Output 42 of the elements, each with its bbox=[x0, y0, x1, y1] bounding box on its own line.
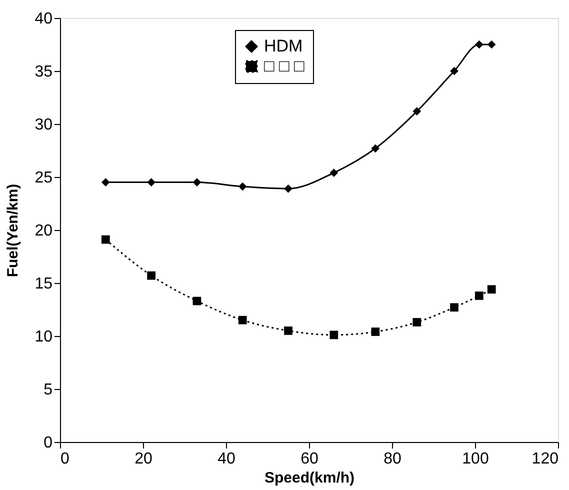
y-tick-label: 10 bbox=[34, 328, 53, 346]
point bbox=[474, 292, 484, 300]
point bbox=[101, 235, 110, 244]
point bbox=[238, 316, 247, 324]
x-tick-label: 20 bbox=[134, 450, 152, 468]
point bbox=[330, 330, 338, 340]
point bbox=[487, 40, 496, 49]
point bbox=[487, 285, 496, 294]
point bbox=[412, 318, 422, 326]
point bbox=[192, 296, 202, 306]
point bbox=[371, 144, 380, 153]
point bbox=[330, 168, 338, 177]
x-tick-label: 60 bbox=[300, 450, 318, 468]
y-tick-label: 0 bbox=[44, 434, 53, 452]
point bbox=[238, 182, 247, 191]
point bbox=[192, 178, 202, 186]
x-tick-label: 0 bbox=[60, 450, 70, 468]
x-tick-label: 120 bbox=[532, 450, 559, 468]
point bbox=[101, 178, 110, 186]
point bbox=[147, 178, 156, 186]
point bbox=[147, 271, 156, 280]
y-axis-title: Fuel(Yen/km) bbox=[4, 184, 22, 278]
y-tick-label: 15 bbox=[34, 276, 53, 292]
point bbox=[284, 326, 292, 335]
y-tick-label: 25 bbox=[34, 170, 53, 186]
legend-label: HDM bbox=[264, 36, 303, 56]
point bbox=[412, 107, 422, 116]
y-tick-label: 20 bbox=[34, 222, 53, 240]
point bbox=[284, 184, 292, 193]
x-tick-label: 40 bbox=[218, 450, 236, 468]
point bbox=[371, 328, 380, 336]
x-tick-label: 80 bbox=[384, 450, 402, 468]
point bbox=[474, 40, 484, 49]
y-tick-label: 35 bbox=[34, 64, 53, 80]
point bbox=[450, 66, 458, 76]
y-tick-label: 30 bbox=[34, 116, 53, 134]
y-tick-label: 40 bbox=[34, 10, 53, 28]
x-tick-label: 100 bbox=[462, 450, 489, 468]
legend-label: □ □ □ bbox=[264, 56, 305, 76]
point bbox=[450, 303, 458, 312]
x-axis-title: Speed(km/h) bbox=[264, 470, 355, 486]
y-tick-label: 5 bbox=[44, 382, 53, 398]
